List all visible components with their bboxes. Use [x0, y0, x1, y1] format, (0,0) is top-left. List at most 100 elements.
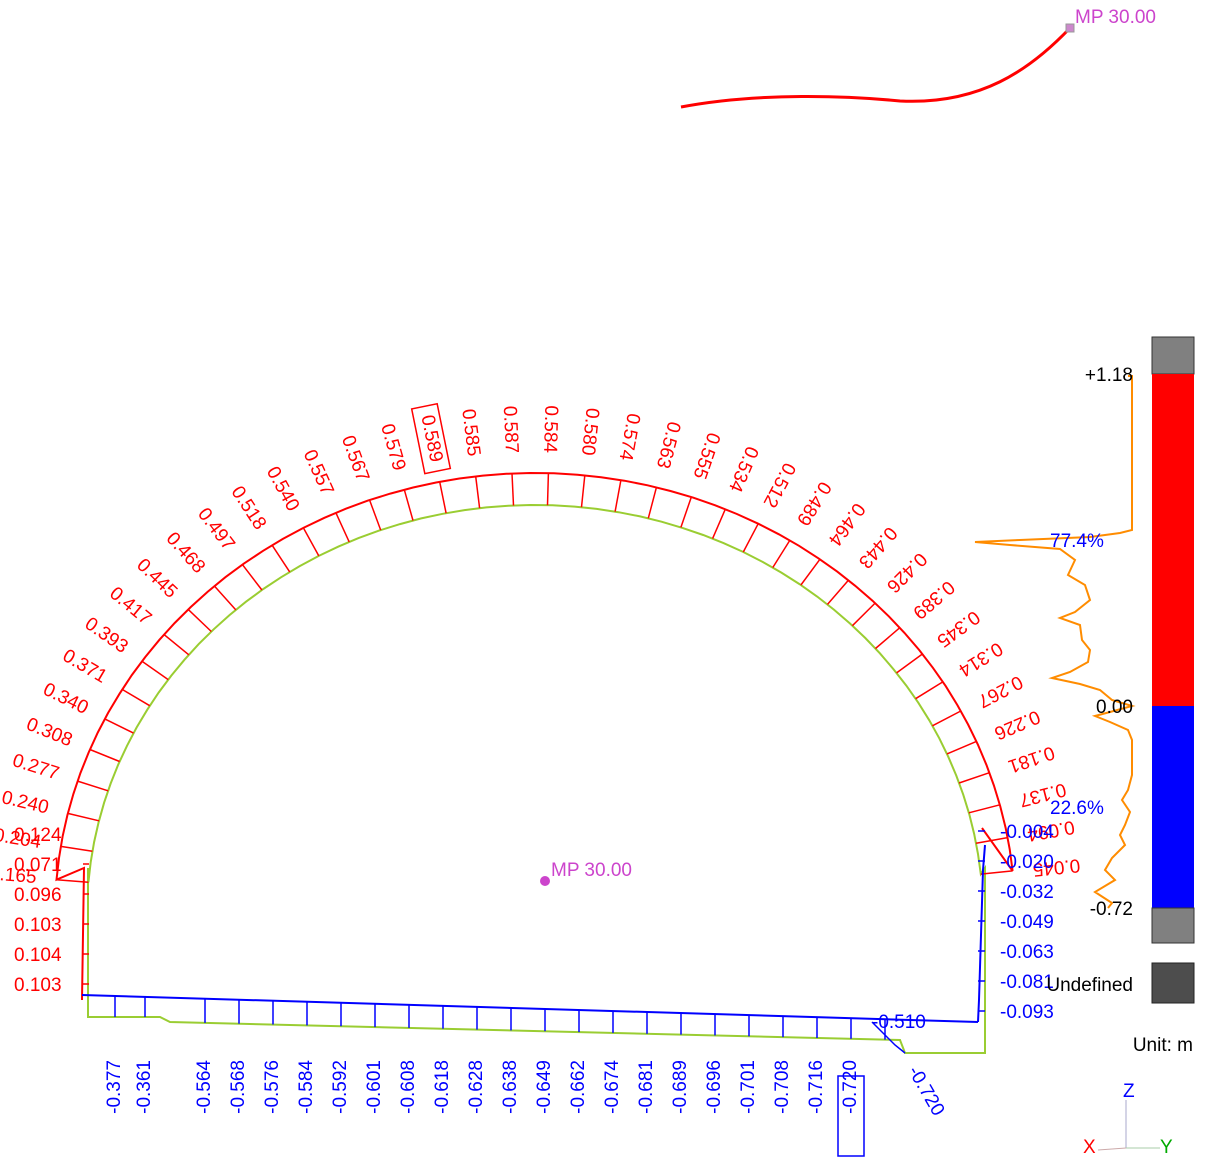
arch-value-label: 0.540: [262, 463, 303, 515]
arch-tick: [89, 748, 120, 763]
right-wall-value-label: -0.032: [1000, 882, 1054, 903]
invert-value-label: -0.601: [364, 1060, 385, 1114]
arch-tick: [647, 487, 658, 519]
arch-tick: [213, 585, 237, 611]
positive-deformation-labels: 0.1650.2040.2400.2770.3080.3400.3710.393…: [0, 402, 1081, 996]
colorbar-top-gray: [1151, 336, 1195, 375]
invert-value-label: -0.564: [194, 1060, 215, 1114]
arch-value-label: 0.579: [376, 422, 409, 473]
arch-value-label: 0.464: [824, 499, 869, 550]
arch-value-label: 0.584: [539, 405, 561, 454]
invert-step-ticks: [871, 1021, 906, 1054]
invert-value-label: -0.701: [738, 1060, 759, 1114]
axis-z-label: Z: [1123, 1081, 1135, 1102]
arch-value-label: 0.417: [105, 583, 155, 629]
axis-x-label: X: [1083, 1137, 1096, 1157]
colorbar-neg-percent: 22.6%: [1050, 798, 1104, 819]
invert-value-label: -0.662: [568, 1060, 589, 1114]
alignment-mp-marker: [1065, 23, 1075, 33]
arch-value-label: 0.445: [132, 555, 181, 603]
arch-tick: [742, 523, 759, 553]
invert-value-label: -0.649: [534, 1060, 555, 1114]
arch-tick: [975, 836, 1008, 844]
arch-tick: [368, 499, 382, 531]
arch-value-label: 0.345: [933, 606, 984, 651]
colorbar-max-label: +1.18: [1085, 365, 1133, 386]
arch-tick: [968, 804, 1001, 814]
arch-value-label: 0.371: [59, 645, 111, 687]
negative-deformation-ticks: [81, 830, 986, 1054]
max-value-box: [410, 402, 452, 475]
invert-value-label: -0.720: [903, 1063, 948, 1120]
left-wall-value-label: 0.103: [14, 975, 62, 996]
arch-value-label: 0.555: [688, 430, 723, 482]
arch-tick: [896, 653, 923, 674]
min-value-box: [837, 1075, 865, 1157]
invert-value-label: -0.716: [806, 1060, 827, 1114]
tunnel-profile: [87, 503, 986, 1054]
arch-tick: [335, 512, 350, 543]
arch-tick: [403, 489, 414, 521]
arch-tick: [163, 633, 190, 656]
colorbar-zero-label: 0.00: [1096, 697, 1133, 718]
right-wall-value-label: -0.049: [1000, 912, 1054, 933]
arch-tick: [851, 602, 876, 627]
arch-tick: [772, 540, 791, 568]
arch-tick: [826, 579, 849, 605]
arch-tick: [271, 544, 291, 573]
positive-deformation-envelope: [55, 471, 1014, 1001]
arch-tick: [104, 718, 134, 734]
colorbar-negative: [1152, 706, 1194, 908]
arch-value-label: 0.518: [227, 482, 271, 533]
positive-deformation-ticks: [55, 471, 1014, 1001]
arch-tick: [77, 780, 109, 792]
right-wall-value-label: -0.004: [1000, 822, 1054, 843]
arch-value-label: 0.389: [909, 576, 959, 623]
colorbar-bottom-gray: [1151, 907, 1195, 944]
arch-value-label: 0.226: [991, 706, 1043, 744]
axis-triad: Z X Y: [1083, 1081, 1173, 1157]
alignment-mp-label: MP 30.00: [1075, 7, 1156, 28]
arch-value-label: 0.468: [162, 528, 209, 577]
arch-value-label: 0.443: [854, 522, 901, 572]
arch-tick: [946, 740, 977, 755]
arch-value-label: 0.240: [0, 787, 51, 818]
arch-tick: [474, 476, 481, 509]
arch-tick: [302, 527, 320, 557]
arch-tick: [121, 688, 151, 707]
arch-value-label: 0.587: [499, 405, 522, 453]
arch-tick: [875, 627, 901, 650]
arch-tick: [980, 870, 1013, 875]
arch-tick: [67, 812, 100, 822]
arch-value-label: 0.267: [974, 671, 1026, 712]
arch-tick: [711, 508, 726, 539]
arch-value-label: 0.497: [193, 504, 239, 554]
arch-value-label: 0.534: [724, 443, 762, 495]
invert-value-label: -0.568: [228, 1060, 249, 1114]
arch-value-label: 0.314: [954, 638, 1006, 681]
color-legend: +1.18 77.4% 0.00 22.6% -0.72 Undefined U…: [974, 336, 1195, 1056]
arch-value-label: 0.563: [652, 419, 684, 470]
invert-extra-label: -0.510: [872, 1012, 926, 1033]
invert-value-label: -0.720: [840, 1060, 861, 1114]
invert-value-label: -0.361: [134, 1060, 155, 1114]
arch-value-label: 0.277: [10, 750, 62, 784]
invert-value-label: -0.628: [466, 1060, 487, 1114]
unit-label: Unit: m: [1133, 1035, 1193, 1056]
arch-value-label: 0.165: [0, 863, 37, 888]
undefined-label: Undefined: [1046, 975, 1133, 996]
arch-tick: [680, 496, 693, 528]
arch-tick: [187, 608, 212, 633]
colorbar-min-label: -0.72: [1090, 899, 1133, 920]
arch-value-label: 0.580: [577, 407, 603, 456]
arch-value-label: 0.045: [1032, 854, 1081, 880]
invert-value-label: -0.681: [636, 1060, 657, 1114]
arch-tick: [932, 710, 962, 727]
arch-tick: [511, 473, 515, 506]
arch-tick: [614, 479, 622, 512]
arch-tick: [915, 681, 944, 700]
arch-tick: [60, 845, 93, 853]
colorbar-pos-percent: 77.4%: [1050, 531, 1104, 552]
negative-deformation-labels: -0.004 -0.020 -0.032 -0.049 -0.063 -0.081 -0.0…: [104, 822, 1054, 1157]
